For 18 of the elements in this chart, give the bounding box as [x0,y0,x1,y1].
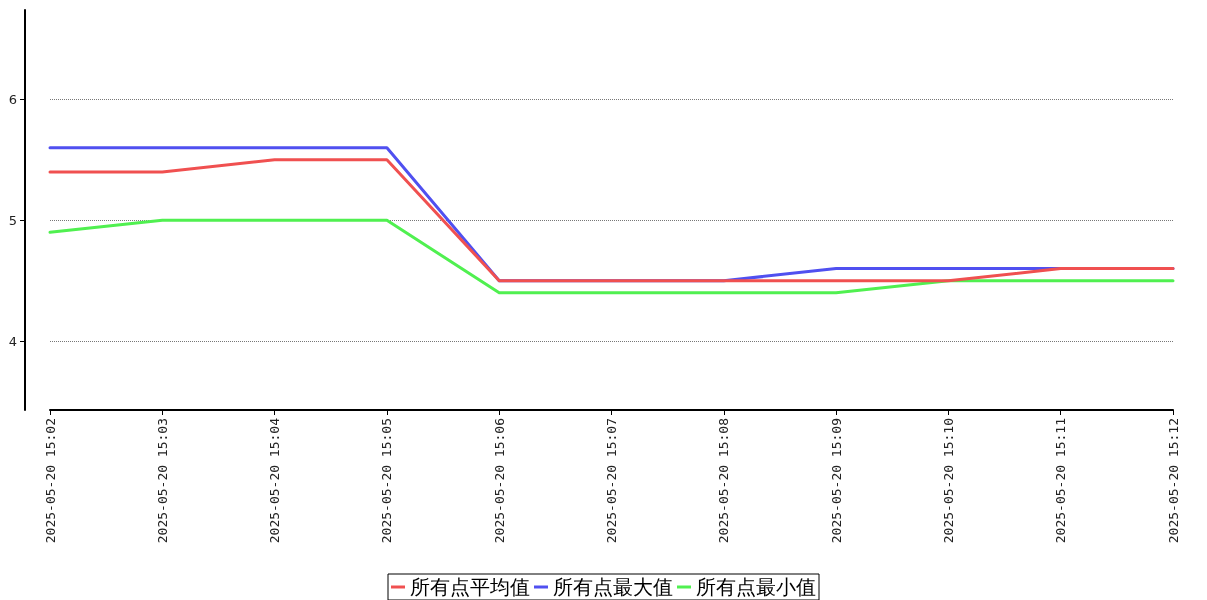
x-tick-label: 2025-05-20 15:10 [940,418,956,544]
x-tick-label: 2025-05-20 15:08 [716,418,732,544]
x-tick-label: 2025-05-20 15:03 [154,418,170,544]
x-tick-label: 2025-05-20 15:09 [828,418,844,544]
x-tick-label: 2025-05-20 15:12 [1165,418,1181,544]
x-tick-label: 2025-05-20 15:06 [491,418,507,544]
x-tick-label: 2025-05-20 15:02 [42,418,58,544]
legend-label: 所有点平均值 [410,575,530,599]
y-tick-label: 5 [8,212,17,228]
x-tick-label: 2025-05-20 15:11 [1053,418,1069,544]
line-series [48,218,1175,295]
legend-label: 所有点最大值 [553,575,673,599]
legend-label: 所有点最小值 [696,575,816,599]
x-tick-label: 2025-05-20 15:04 [267,417,283,544]
y-tick-label: 4 [8,333,17,349]
y-tick-label: 6 [8,91,17,107]
x-tick-label: 2025-05-20 15:05 [379,418,395,544]
x-tick-label: 2025-05-20 15:07 [604,418,619,544]
